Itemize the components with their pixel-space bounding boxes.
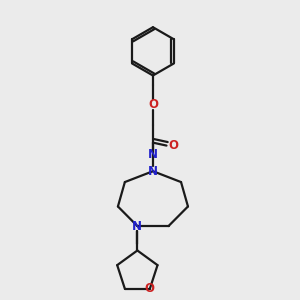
Text: O: O <box>148 98 158 111</box>
Text: N: N <box>132 220 142 232</box>
Text: N: N <box>148 165 158 178</box>
Text: O: O <box>168 139 178 152</box>
Text: N: N <box>148 148 158 161</box>
Text: O: O <box>145 282 155 295</box>
